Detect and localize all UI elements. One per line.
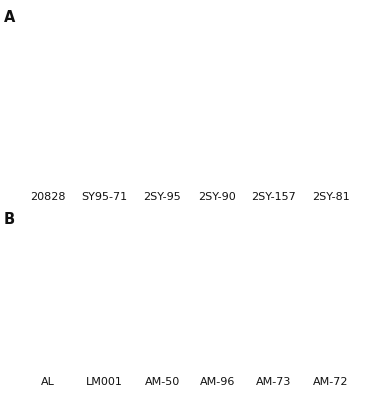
- Text: SY95-71: SY95-71: [81, 192, 127, 202]
- Text: AM-72: AM-72: [313, 377, 348, 387]
- Text: AM-50: AM-50: [145, 377, 180, 387]
- Text: 5cm: 5cm: [49, 334, 58, 352]
- Text: 2SY-157: 2SY-157: [251, 192, 296, 202]
- Text: AM-73: AM-73: [256, 377, 292, 387]
- Text: AM-96: AM-96: [200, 377, 235, 387]
- Text: B: B: [4, 212, 15, 227]
- Text: 2SY-90: 2SY-90: [199, 192, 236, 202]
- Text: 2SY-95: 2SY-95: [143, 192, 181, 202]
- Text: AL: AL: [41, 377, 54, 387]
- Text: 5cm: 5cm: [49, 146, 58, 164]
- Text: A: A: [4, 10, 15, 25]
- Text: 2SY-81: 2SY-81: [312, 192, 349, 202]
- Text: 20828: 20828: [30, 192, 65, 202]
- Text: LM001: LM001: [86, 377, 123, 387]
